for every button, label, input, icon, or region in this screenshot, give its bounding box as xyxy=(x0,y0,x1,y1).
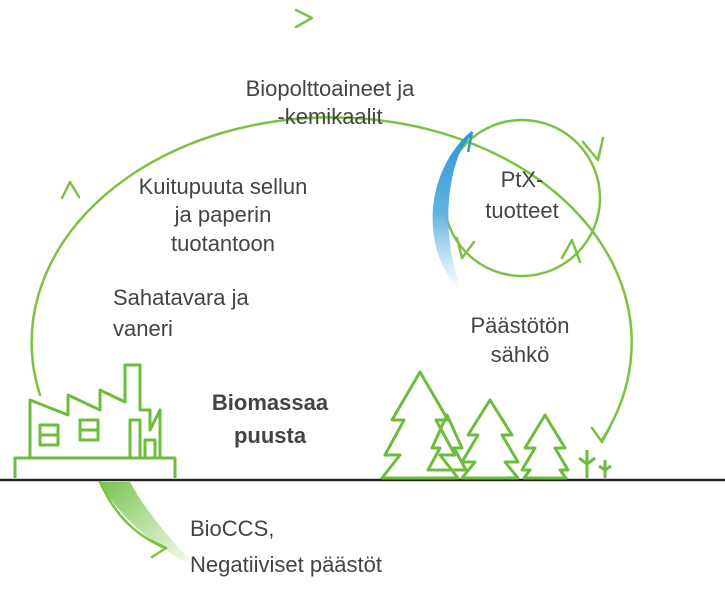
label: vaneri xyxy=(113,316,173,341)
factory-icon xyxy=(15,365,175,478)
label: Biopolttoaineet ja xyxy=(246,76,416,101)
label: tuotteet xyxy=(485,198,558,223)
arrowhead xyxy=(457,238,474,258)
label: Kuitupuuta sellun xyxy=(139,174,308,199)
label: sähkö xyxy=(491,342,550,367)
label: Biomassaa xyxy=(212,390,329,415)
label: Negatiiviset päästöt xyxy=(190,552,382,577)
label: Päästötön xyxy=(470,313,569,338)
label: puusta xyxy=(234,423,307,448)
ccs-flow xyxy=(100,482,200,570)
main-cycle xyxy=(32,117,632,440)
trees-icon xyxy=(382,372,611,478)
arrowhead xyxy=(62,182,79,198)
label: Sahatavara ja xyxy=(113,285,250,310)
arrowhead xyxy=(296,10,312,27)
arrowhead xyxy=(583,138,603,160)
electricity-flow xyxy=(433,132,470,292)
label: PtX- xyxy=(501,167,544,192)
label: tuotantoon xyxy=(171,231,275,256)
label: BioCCS, xyxy=(190,516,274,541)
diagram: Biopolttoaineet ja -kemikaalit Kuitupuut… xyxy=(0,0,725,595)
label: -kemikaalit xyxy=(277,104,382,129)
label: ja paperin xyxy=(174,202,272,227)
